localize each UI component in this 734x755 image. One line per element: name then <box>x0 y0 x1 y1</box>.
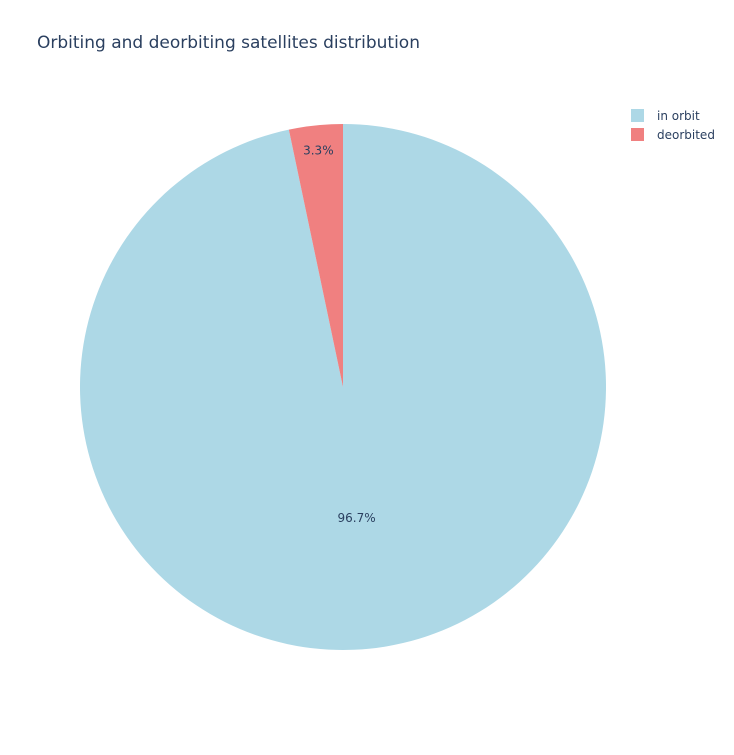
pie-slice-in-orbit[interactable] <box>80 124 607 650</box>
chart-title: Orbiting and deorbiting satellites distr… <box>37 33 420 53</box>
slice-label-deorbited: 3.3% <box>303 143 334 157</box>
legend-item-deorbited[interactable]: deorbited <box>631 125 715 144</box>
slice-label-in-orbit: 96.7% <box>338 511 376 525</box>
legend[interactable]: in orbit deorbited <box>631 106 715 144</box>
pie-slice-labels: 96.7% 3.3% <box>303 143 376 525</box>
legend-item-in-orbit[interactable]: in orbit <box>631 106 715 125</box>
pie-slice-deorbited[interactable] <box>288 124 343 387</box>
legend-label-deorbited: deorbited <box>657 127 715 142</box>
legend-label-in-orbit: in orbit <box>657 108 700 123</box>
legend-swatch-in-orbit <box>631 109 644 122</box>
pie-slices <box>80 124 607 650</box>
legend-swatch-deorbited <box>631 128 644 141</box>
